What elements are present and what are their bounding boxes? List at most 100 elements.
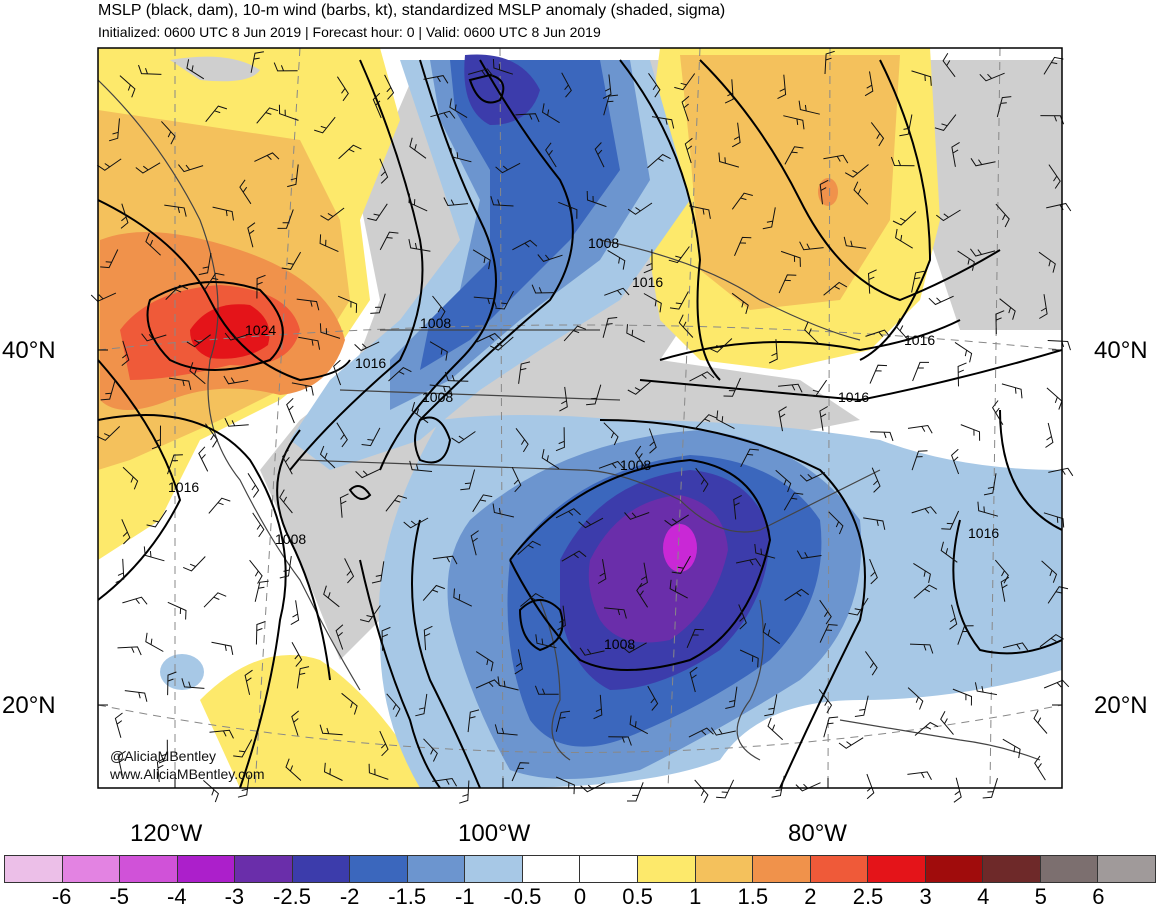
wind-barb-icon [432,555,458,565]
wind-barb-icon [995,203,1010,228]
colorbar-swatch [522,856,581,882]
colorbar-swatch [1098,856,1155,882]
wind-barb-icon [952,688,973,706]
wind-barb-icon [708,338,733,353]
wind-barb-icon [725,686,738,709]
wind-barb-icon [432,777,458,787]
wind-barb-icon [256,274,266,299]
isobar-label: 1008 [422,389,453,405]
wind-barb-icon [907,771,932,781]
wind-barb-icon [517,540,541,555]
wind-barb-icon [735,558,762,567]
wind-barb-icon [778,406,787,432]
wind-barb-icon [372,92,382,119]
wind-barb-icon [871,467,881,493]
credit-website[interactable]: www.AliciaMBentley.com [110,766,265,782]
wind-barb-icon [911,450,928,471]
wind-barb-icon [643,293,662,313]
wind-barb-icon [648,428,657,454]
colorbar-tick-label: 5 [1034,884,1047,909]
wind-barb-icon [205,105,228,123]
wind-barb-icon [1048,164,1061,189]
lon-label-100w: 100°W [458,820,531,847]
wind-barb-icon [198,253,212,276]
wind-barb-icon [578,517,604,529]
wind-barb-icon [212,206,234,221]
wind-barb-icon [686,628,704,648]
wind-barb-icon [593,694,603,720]
wind-barb-icon [940,541,958,563]
colorbar-tick-label: -1 [455,884,475,909]
colorbar-swatch [120,856,178,882]
wind-barb-icon [718,152,740,168]
wind-barb-icon [423,75,449,84]
wind-barb-icon [597,559,607,584]
wind-barb-icon [823,154,849,164]
wind-barb-icon [531,284,556,294]
wind-barb-icon [764,694,778,717]
colorbar-tick-label: 4 [977,884,990,909]
colorbar-tick-label: -5 [109,884,129,909]
wind-barb-icon [209,729,234,739]
wind-barb-icon [982,778,998,799]
wind-barb-icon [143,546,165,562]
wind-barb-icon [579,647,605,656]
wind-barb-icon [279,489,293,514]
wind-barb-icon [647,685,659,711]
map-title: MSLP (black, dam), 10-m wind (barbs, kt)… [98,2,726,19]
wind-barb-icon [511,762,530,782]
wind-barb-icon [907,687,924,710]
wind-barb-icon [279,556,292,579]
wind-barb-icon [818,689,833,714]
wind-barb-icon [823,716,839,738]
wind-barb-icon [694,779,709,804]
colorbar-tick-label: -2.5 [273,884,311,909]
colorbar [4,855,1156,883]
wind-barb-icon [949,604,958,630]
wind-barb-icon [934,114,957,131]
wind-barb-icon [117,750,126,776]
wind-barb-icon [674,73,696,91]
wind-barb-icon [828,511,844,535]
wind-barb-icon [608,736,632,746]
wind-barb-icon [541,103,560,124]
wind-barb-icon [1039,633,1064,648]
wind-barb-icon [819,179,829,205]
wind-barb-icon [895,318,910,342]
colorbar-tick-label: -3 [224,884,245,909]
isobar-label-group: 1024 1016 1008 1008 1016 1016 1016 1016 … [168,235,999,652]
wind-barb-icon [627,381,652,395]
wind-barb-icon [928,295,954,306]
wind-barb-icon [780,250,801,267]
wind-barb-icon [651,116,675,129]
colorbar-tick-label: 1 [689,884,702,909]
wind-barb-icon [430,110,456,119]
isobar-label: 1016 [904,332,935,348]
wind-barb-icon [1034,755,1046,781]
wind-barb-icon [784,146,804,165]
wind-barb-icon [460,469,476,491]
wind-barb-icon [252,512,265,538]
wind-barb-icon [643,249,653,274]
wind-barb-icon [777,74,787,100]
wind-barb-icon [607,249,626,270]
wind-barb-icon [121,340,130,366]
wind-barb-icon [386,693,401,718]
wind-barb-icon [475,651,494,672]
wind-barb-icon [1001,383,1023,399]
wind-barb-icon [333,359,342,386]
wind-barb-icon [472,494,493,513]
wind-barb-icon [489,336,514,351]
wind-barb-icon [156,757,166,783]
wind-barb-icon [681,95,690,122]
wind-barb-icon [121,519,131,545]
wind-barb-icon [914,721,939,736]
wind-barb-icon [141,333,167,342]
wind-barb-icon [319,234,339,253]
wind-barb-icon [995,310,1005,335]
wind-barb-icon [843,236,867,249]
isobar-label: 1016 [632,274,663,290]
wind-barb-icon [865,329,891,338]
isobar-label: 1016 [968,525,999,541]
